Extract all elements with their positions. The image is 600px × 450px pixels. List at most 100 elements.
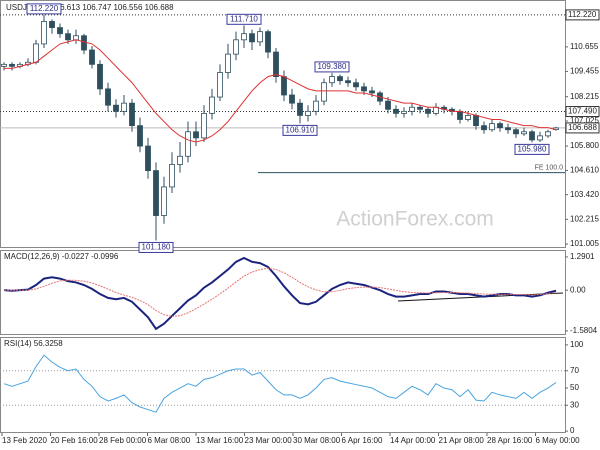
level-box [565, 9, 600, 21]
annotation-label: 105.980 [518, 144, 547, 153]
candle-body [313, 100, 319, 112]
x-tick-label: 28 Feb 00:00 [99, 436, 147, 445]
candle-body [505, 127, 511, 131]
y-tick-label: 50 [570, 383, 579, 392]
annotation-label: 112.220 [30, 4, 59, 13]
macd-panel [0, 250, 566, 335]
candle-body [145, 145, 151, 171]
level-box [565, 122, 600, 134]
candle-body [177, 155, 183, 165]
y-tick-label: 104.610 [570, 165, 599, 174]
candle-body [169, 164, 175, 188]
candle-body [353, 82, 359, 88]
y-tick-label: 107.025 [570, 116, 599, 125]
y-tick-label: 101.005 [570, 239, 599, 248]
candle-body [369, 90, 375, 94]
x-tick-label: 6 Apr 16:00 [342, 436, 383, 445]
candle-body [97, 63, 103, 90]
candle-body [129, 102, 135, 127]
macd-line [3, 256, 557, 331]
candle-body [393, 108, 399, 114]
candle-body [249, 33, 255, 43]
annotation-label: 109.380 [318, 62, 347, 71]
annotation-box [314, 61, 350, 73]
candle-body [537, 135, 543, 141]
x-tick-label: 21 Apr 08:00 [439, 436, 485, 445]
annotation-box [514, 143, 550, 155]
x-tick-label: 14 Apr 00:00 [390, 436, 436, 445]
candle-body [89, 49, 95, 65]
candle-body [521, 131, 527, 135]
fe-label: FE 100.0 [535, 164, 564, 171]
candle-body [33, 43, 39, 63]
candle-body [337, 76, 343, 82]
x-tick-label: 6 May 00:00 [536, 436, 581, 445]
y-tick-label: 105.800 [570, 141, 599, 150]
candle-body [297, 102, 303, 116]
y-tick-label: 1.2901 [570, 252, 595, 261]
candle-body [529, 131, 535, 141]
rsi-title: RSI(14) 56.3258 [4, 339, 63, 348]
y-tick-label: 109.455 [570, 66, 599, 75]
candle-body [137, 125, 143, 147]
candle-body [73, 35, 79, 41]
y-tick-label: 0.00 [570, 285, 586, 294]
y-tick-label: 30 [570, 400, 579, 409]
annotation-label: 106.910 [286, 125, 315, 134]
candle-body [409, 106, 415, 112]
annotation-box [226, 13, 262, 25]
candle-body [41, 21, 47, 45]
candle-body [233, 39, 239, 55]
candle-body [113, 104, 119, 112]
candle-body [273, 51, 279, 77]
y-tick-label: 70 [570, 366, 579, 375]
candle-body [545, 131, 551, 137]
candle-body [345, 80, 351, 84]
level-label: 107.490 [568, 107, 597, 116]
candle-body [105, 88, 111, 106]
candle-body [281, 76, 287, 96]
candle-body [9, 63, 15, 67]
candle-body [153, 170, 159, 216]
level-label: 106.688 [568, 123, 597, 132]
candle-body [209, 96, 215, 114]
candle-body [481, 125, 487, 131]
candle-body [361, 86, 367, 92]
candle-body [49, 21, 55, 28]
x-tick-label: 13 Feb 2020 [2, 436, 47, 445]
candle-body [185, 131, 191, 157]
candle-body [305, 110, 311, 116]
level-label: 112.220 [568, 10, 597, 19]
candle-body [465, 115, 471, 120]
candle-body [257, 31, 263, 43]
annotation-box [138, 241, 174, 253]
rsi-line [3, 354, 557, 413]
candle-body [385, 100, 391, 110]
annotation-box [26, 3, 62, 15]
candle-body [193, 131, 199, 139]
macd-signal [4, 267, 557, 317]
candle-body [321, 82, 327, 102]
candle-body [489, 123, 495, 131]
candle-body [289, 94, 295, 104]
x-tick-label: 28 Apr 16:00 [487, 436, 533, 445]
annotation-label: 111.710 [230, 14, 258, 23]
candle-body [497, 123, 503, 129]
chart-title: USDJPY,H4 106.613 106.747 106.556 106.68… [6, 3, 174, 12]
candle-body [161, 186, 167, 216]
y-tick-label: 100 [570, 340, 584, 349]
candle-body [1, 63, 7, 67]
candle-body [329, 76, 335, 84]
candle-body [65, 33, 71, 41]
watermark: ActionForex.com [336, 208, 494, 231]
moving-average [4, 39, 557, 143]
x-tick-label: 13 Mar 16:00 [196, 436, 244, 445]
candle-body [217, 72, 223, 98]
annotation-box [282, 124, 318, 136]
candle-body [425, 108, 431, 114]
y-tick-label: -1.5804 [570, 326, 598, 335]
candle-body [241, 33, 247, 41]
